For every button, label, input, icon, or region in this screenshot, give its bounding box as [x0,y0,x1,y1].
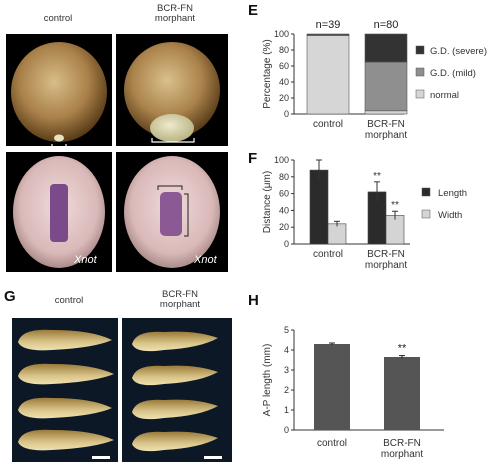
g-title-control: control [54,295,84,306]
e-legend-swatch [415,89,425,99]
panel-label-g: G [4,288,16,305]
e-x-tick-label: control [313,119,343,130]
f-bar [385,215,405,245]
e-bar-segment [306,33,350,36]
f-legend-swatch [421,187,431,197]
e-n-label: n=80 [374,19,399,31]
e-bar-segment [306,35,350,115]
f-x-tick-label: control [313,249,343,260]
f-significance: ** [391,200,399,211]
panel-label-h: H [248,292,259,309]
f-ytick-label: 80 [279,172,289,182]
e-x-tick-label: BCR-FN morphant [365,119,407,141]
f-legend-swatch [421,209,431,219]
embryo-photo-control [6,34,112,146]
f-legend-label: Length [438,188,467,199]
h-significance: ** [398,343,407,355]
panel-label-f: F [248,150,258,167]
h-ylabel: A-P length (mm) [262,344,273,417]
h-ytick-label: 2 [284,385,289,395]
h-bar [384,357,420,430]
f-legend-label: Width [438,210,462,221]
f-bar [309,169,329,245]
f-significance: ** [373,171,381,182]
embryo-morphant-image [124,42,220,143]
e-bar-segment [364,110,408,115]
embryo-photo-morphant [116,34,228,146]
e-ytick-label: 0 [284,109,289,119]
e-legend-label: G.D. (severe) [430,46,487,57]
chart-h: H 0 1 2 3 4 5 A-P length (mm) control ** BCR-FN mo… [244,290,500,467]
e-ytick-label: 80 [279,45,289,55]
stain-label-c: Xnot [74,254,97,266]
e-ytick-label: 100 [274,29,289,39]
chart-h-svg: 0 1 2 3 4 5 A-P length (mm) control ** BCR-FN morp… [262,325,444,460]
panel-label-e: E [248,2,259,19]
tadpoles-morphant-image [132,331,222,459]
h-ytick-label: 5 [284,325,289,335]
h-ytick-label: 0 [284,425,289,435]
xnot-control-image [13,156,105,268]
f-x-tick-label: BCR-FN morphant [365,249,407,271]
f-ytick-label: 60 [279,189,289,199]
h-x-tick-label: control [317,438,347,449]
g-title-morphant: BCR-FN morphant [159,289,201,310]
xnot-photo-control: Xnot [6,152,112,272]
e-ytick-label: 40 [279,77,289,87]
h-bar [314,344,350,430]
xnot-morphant-image [124,156,220,268]
chart-f: F 0 20 40 60 80 100 Distance (μm) control ** ** BC… [244,148,500,298]
xnot-photo-morphant: Xnot [116,152,228,272]
e-ytick-label: 60 [279,61,289,71]
h-x-tick-label: BCR-FN morphant [381,438,423,460]
f-ylabel: Distance (μm) [262,171,273,233]
f-ytick-label: 0 [284,239,289,249]
e-legend-label: normal [430,90,459,101]
e-bar-segment [364,33,408,63]
e-legend-label: G.D. (mild) [430,68,476,79]
e-n-label: n=39 [316,19,341,31]
f-ytick-label: 40 [279,205,289,215]
f-bar [327,223,347,245]
column-title-morphant: BCR-FN morphant [154,3,196,24]
h-ytick-label: 3 [284,365,289,375]
f-ytick-label: 20 [279,222,289,232]
e-legend-swatch [415,67,425,77]
h-ytick-label: 4 [284,345,289,355]
e-ytick-label: 20 [279,93,289,103]
h-ytick-label: 1 [284,405,289,415]
e-bar-segment [364,61,408,112]
stain-label-d: Xnot [194,254,217,266]
e-ylabel: Percentage (%) [262,39,273,108]
tadpole-photo-morphant [122,318,232,462]
embryo-control-image [11,42,107,146]
column-title-control: control [43,13,73,24]
f-ytick-label: 100 [274,155,289,165]
chart-e: E 0 20 40 60 80 100 Percentage (%) n=39 control n… [244,0,500,150]
tadpoles-control-image [18,329,114,459]
e-legend-swatch [415,45,425,55]
tadpole-photo-control [12,318,118,462]
